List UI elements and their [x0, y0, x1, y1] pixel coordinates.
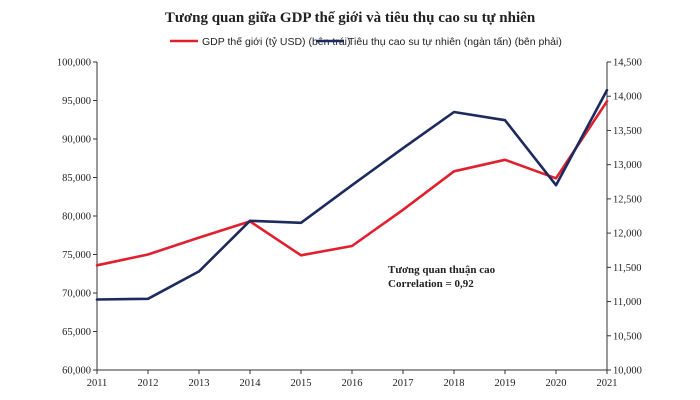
right-axis-ticks: 10,000 10,500 11,000 11,500 12,000 12,500 13,0…	[607, 58, 642, 377]
left-tick-label: 100,000	[57, 58, 91, 69]
x-tick-label: 2012	[138, 378, 159, 389]
x-tick-label: 2016	[342, 378, 363, 389]
right-tick-label: 12,000	[613, 229, 642, 240]
annotation-line-2: Correlation = 0,92	[388, 278, 474, 290]
x-tick-label: 2018	[444, 378, 465, 389]
x-tick-label: 2014	[240, 378, 262, 389]
series-lines	[95, 88, 609, 301]
series-line-rubber	[95, 88, 609, 301]
right-tick-label: 11,000	[613, 297, 642, 308]
right-tick-label: 14,500	[613, 58, 642, 69]
left-tick-label: 60,000	[62, 366, 91, 377]
left-tick-label: 95,000	[62, 96, 91, 107]
right-tick-label: 14,000	[613, 92, 642, 103]
x-tick-label: 2021	[597, 378, 618, 389]
annotation-line-1: Tương quan thuận cao	[388, 264, 496, 276]
left-tick-label: 85,000	[62, 173, 91, 184]
x-tick-label: 2015	[291, 378, 312, 389]
right-tick-label: 13,000	[613, 160, 642, 171]
x-tick-label: 2013	[189, 378, 210, 389]
right-tick-label: 11,500	[613, 263, 642, 274]
legend: GDP thế giới (tỷ USD) (bên trái) Tiêu th…	[170, 36, 562, 48]
left-tick-label: 70,000	[62, 289, 91, 300]
x-tick-label: 2017	[393, 378, 414, 389]
right-tick-label: 10,500	[613, 331, 642, 342]
left-tick-label: 75,000	[62, 250, 91, 261]
right-tick-label: 12,500	[613, 194, 642, 205]
series-line-gdp	[95, 100, 609, 267]
left-tick-label: 80,000	[62, 212, 91, 223]
left-axis-ticks: 60,000 65,000 70,000 75,000 80,000 85,000 90,0…	[57, 58, 97, 377]
legend-label-rubber: Tiêu thụ cao su tự nhiên (ngàn tấn) (bên…	[348, 36, 562, 48]
right-tick-label: 13,500	[613, 126, 642, 137]
x-axis-ticks: 2011 2012 2013 2014 2015 2016 2017 2018 2019 2020…	[87, 370, 618, 389]
legend-label-gdp: GDP thế giới (tỷ USD) (bên trái)	[202, 36, 350, 48]
chart-title: Tương quan giữa GDP thế giới và tiêu thụ…	[165, 10, 536, 26]
left-tick-label: 65,000	[62, 327, 91, 338]
right-tick-label: 10,000	[613, 366, 642, 377]
x-tick-label: 2011	[87, 378, 108, 389]
left-tick-label: 90,000	[62, 135, 91, 146]
x-tick-label: 2019	[495, 378, 516, 389]
x-tick-label: 2020	[546, 378, 567, 389]
